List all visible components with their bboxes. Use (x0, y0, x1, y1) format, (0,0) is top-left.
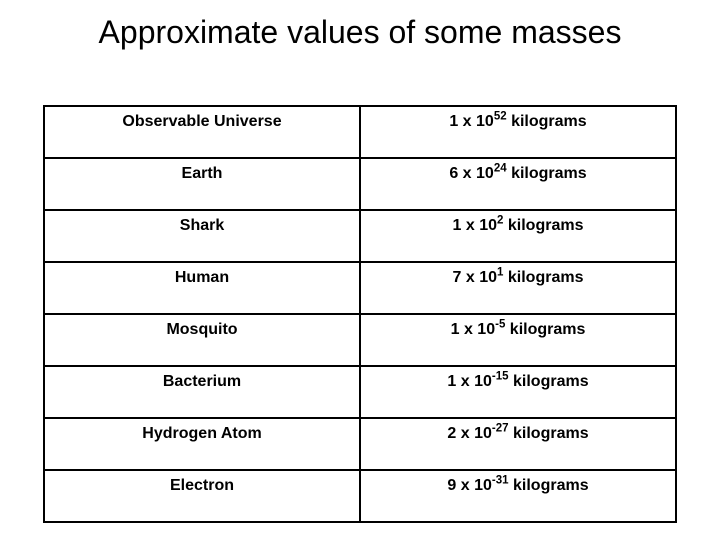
mass-value-cell: 1 x 1052 kilograms (360, 106, 676, 158)
mass-exponent: -31 (492, 475, 509, 487)
times-label: x 10 (458, 165, 494, 182)
mass-name-cell: Shark (44, 210, 360, 262)
mass-name-cell: Hydrogen Atom (44, 418, 360, 470)
mass-coeff: 1 (449, 113, 458, 130)
times-label: x 10 (458, 113, 494, 130)
mass-value-cell: 1 x 10-5 kilograms (360, 314, 676, 366)
mass-value-cell: 2 x 10-27 kilograms (360, 418, 676, 470)
table-row: Human7 x 101 kilograms (44, 262, 676, 314)
table-row: Electron9 x 10-31 kilograms (44, 470, 676, 522)
mass-units: kilograms (503, 217, 583, 234)
times-label: x 10 (460, 321, 496, 338)
table-row: Observable Universe1 x 1052 kilograms (44, 106, 676, 158)
table-row: Mosquito1 x 10-5 kilograms (44, 314, 676, 366)
mass-units: kilograms (509, 373, 589, 390)
mass-units: kilograms (509, 425, 589, 442)
mass-name-cell: Earth (44, 158, 360, 210)
mass-table-container: Observable Universe1 x 1052 kilogramsEar… (43, 105, 677, 523)
mass-table: Observable Universe1 x 1052 kilogramsEar… (43, 105, 677, 523)
mass-units: kilograms (505, 321, 585, 338)
mass-coeff: 1 (447, 373, 456, 390)
mass-value-cell: 6 x 1024 kilograms (360, 158, 676, 210)
mass-exponent: 52 (494, 111, 507, 123)
mass-exponent: -15 (492, 371, 509, 383)
mass-name-cell: Mosquito (44, 314, 360, 366)
mass-name-cell: Electron (44, 470, 360, 522)
times-label: x 10 (456, 477, 492, 494)
mass-name-cell: Bacterium (44, 366, 360, 418)
mass-exponent: -27 (492, 423, 509, 435)
times-label: x 10 (456, 425, 492, 442)
times-label: x 10 (461, 269, 497, 286)
page-title: Approximate values of some masses (0, 0, 720, 51)
mass-exponent: -5 (495, 319, 505, 331)
mass-name-cell: Observable Universe (44, 106, 360, 158)
mass-coeff: 9 (447, 477, 456, 494)
mass-value-cell: 9 x 10-31 kilograms (360, 470, 676, 522)
mass-value-cell: 1 x 10-15 kilograms (360, 366, 676, 418)
mass-table-body: Observable Universe1 x 1052 kilogramsEar… (44, 106, 676, 522)
mass-coeff: 2 (447, 425, 456, 442)
times-label: x 10 (456, 373, 492, 390)
table-row: Shark1 x 102 kilograms (44, 210, 676, 262)
mass-value-cell: 7 x 101 kilograms (360, 262, 676, 314)
mass-coeff: 6 (449, 165, 458, 182)
mass-units: kilograms (509, 477, 589, 494)
mass-exponent: 24 (494, 163, 507, 175)
mass-units: kilograms (507, 165, 587, 182)
table-row: Bacterium1 x 10-15 kilograms (44, 366, 676, 418)
mass-name-cell: Human (44, 262, 360, 314)
mass-value-cell: 1 x 102 kilograms (360, 210, 676, 262)
table-row: Earth6 x 1024 kilograms (44, 158, 676, 210)
mass-coeff: 1 (451, 321, 460, 338)
table-row: Hydrogen Atom2 x 10-27 kilograms (44, 418, 676, 470)
mass-units: kilograms (507, 113, 587, 130)
times-label: x 10 (461, 217, 497, 234)
mass-units: kilograms (503, 269, 583, 286)
